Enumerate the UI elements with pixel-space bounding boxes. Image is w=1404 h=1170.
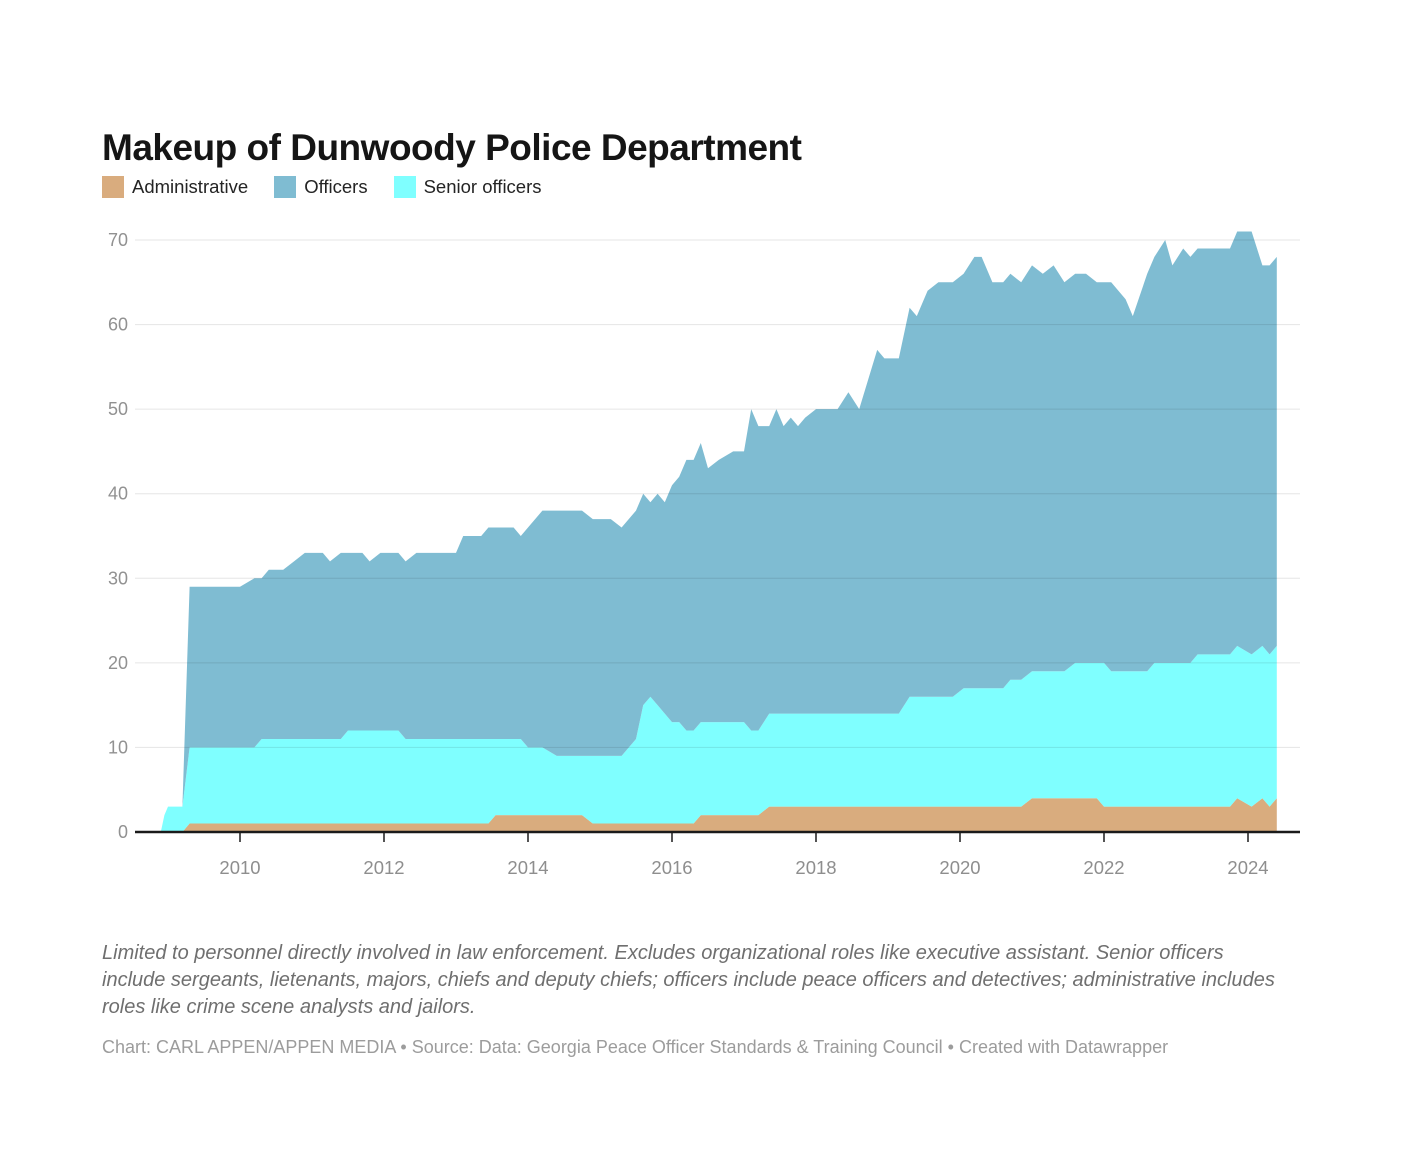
- y-axis-label-20: 20: [108, 653, 128, 673]
- page-title: Makeup of Dunwoody Police Department: [102, 126, 802, 168]
- chart-notes: Limited to personnel directly involved i…: [102, 942, 1275, 1018]
- legend-label-officers: Officers: [304, 176, 368, 197]
- legend-item-administrative: Administrative: [102, 176, 248, 198]
- x-axis-label-2014: 2014: [507, 857, 548, 878]
- y-axis-label-60: 60: [108, 315, 128, 335]
- y-axis-label-40: 40: [108, 484, 128, 504]
- legend-label-administrative: Administrative: [132, 176, 249, 197]
- x-axis-label-2024: 2024: [1227, 857, 1268, 878]
- area-officers: [160, 231, 1277, 832]
- y-axis-label-0: 0: [118, 822, 128, 842]
- area-senior-officers: [160, 645, 1277, 832]
- y-axis-label-10: 10: [108, 737, 128, 757]
- x-axis-label-2010: 2010: [219, 857, 260, 878]
- legend-swatch-officers: [274, 176, 297, 198]
- x-axis-label-2018: 2018: [795, 857, 836, 878]
- chart-legend: Administrative Officers Senior officers: [102, 176, 542, 198]
- x-axis-label-2016: 2016: [651, 857, 692, 878]
- legend-item-officers: Officers: [274, 176, 368, 198]
- stacked-area-chart: 0 10 20 30 40 50 60 70 2010 2012 2014 2016 2018 2020 2…: [0, 210, 1404, 890]
- legend-swatch-administrative: [102, 176, 124, 198]
- x-axis-label-2020: 2020: [939, 857, 980, 878]
- chart-credit: Chart: CARL APPEN/APPEN MEDIA • Source: …: [102, 1037, 1169, 1057]
- legend-label-senior-officers: Senior officers: [423, 176, 542, 197]
- y-axis-label-30: 30: [108, 568, 128, 588]
- legend-item-senior-officers: Senior officers: [393, 176, 542, 198]
- y-axis-label-50: 50: [108, 399, 128, 419]
- y-axis-label-70: 70: [108, 230, 128, 250]
- chart-canvas: 0 10 20 30 40 50 60 70 2010 2012 2014 2016 2018 2020 2…: [108, 230, 1300, 878]
- legend-swatch-senior-officers: [393, 176, 416, 198]
- x-axis-label-2022: 2022: [1083, 857, 1124, 878]
- x-axis-label-2012: 2012: [363, 857, 404, 878]
